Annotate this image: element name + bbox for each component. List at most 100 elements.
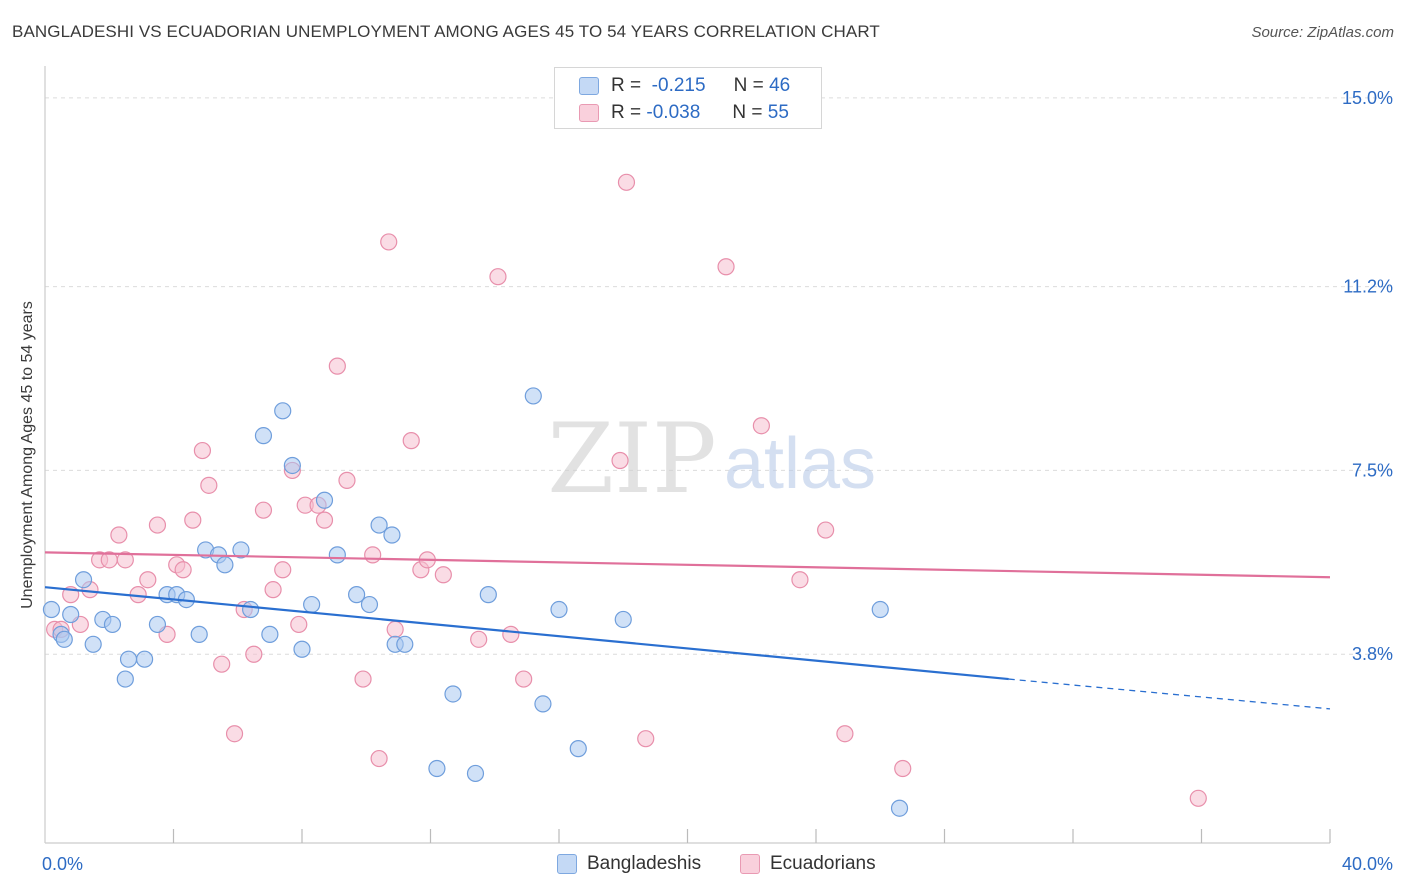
bangladeshis-trend-line [44,586,1009,681]
bangladeshi-point [62,605,80,624]
bangladeshi-point [524,387,542,405]
ecuadorian-point [434,566,452,584]
r-label: R = [611,75,642,96]
bangladeshi-point [232,541,250,559]
n-value: 46 [769,75,791,96]
ecuadorian-point [611,451,629,470]
ecuadorian-point [380,233,398,251]
bangladeshi-point [871,600,889,619]
bangladeshi-point [383,526,401,544]
grid-lines [45,97,1392,655]
ecuadorian-point [817,521,835,539]
r-value: -0.038 [646,102,701,123]
n-label: N = [733,75,764,96]
y-tick-label: 11.2% [1343,277,1393,297]
ecuadorian-point [200,476,218,494]
ecuadorian-point [617,173,636,191]
ecuadorian-point [148,516,167,534]
bangladeshi-point [74,571,93,589]
source-label: Source: ZipAtlas.com [1251,24,1394,41]
y-tick-labels: 3.8% 7.5% 11.2% 15.0% [1342,88,1393,664]
y-tick-label: 7.5% [1352,460,1393,480]
ecuadorian-point [254,501,273,519]
ecuadorian-point [110,526,128,544]
pink-swatch [740,854,760,874]
bangladeshi-point [303,595,321,614]
bangladeshi-point [148,615,167,634]
correlation-legend: R = -0.215 N = 46 R = -0.038 N = 55 [554,67,822,129]
ecuadorian-point [364,546,382,564]
blue-swatch [579,77,599,95]
watermark-zip: ZIP [547,403,716,515]
trend-lines [44,551,1331,710]
bangladeshi-point [890,799,909,817]
y-tick-label: 15.0% [1342,88,1393,108]
r-value: -0.215 [651,75,706,96]
chart-title: BANGLADESHI VS ECUADORIAN UNEMPLOYMENT A… [12,22,880,41]
bangladeshi-point [190,625,208,643]
bangladeshi-point [283,456,301,475]
ecuadorian-point [315,511,334,529]
ecuadorian-point [338,471,356,489]
bangladeshi-point [328,546,346,564]
ecuadorian-point [264,581,282,599]
bangladeshi-point [315,491,334,509]
legend-label: Ecuadorians [770,853,876,874]
bangladeshi-point [254,427,273,445]
legend-item-ecuadorians: Ecuadorians [740,851,876,877]
bangladeshi-point [119,650,138,668]
ecuadorian-point [225,725,244,743]
bangladeshi-point [479,586,497,604]
bangladeshi-point [534,695,552,713]
bangladeshis-trend-extension [1008,678,1331,710]
x-tick-label: 40.0% [1342,854,1393,874]
ecuadorian-point [515,670,533,688]
legend-label: Bangladeshis [587,853,702,874]
bangladeshi-point [216,556,234,574]
ecuadorian-point [502,625,520,643]
bangladeshi-point [103,615,122,634]
ecuadorian-point [116,551,134,569]
bangladeshi-point [569,740,587,758]
watermark: ZIP atlas [547,403,876,515]
ecuadorian-point [717,258,735,276]
ecuadorian-point [354,670,372,688]
ecuadorian-point [174,561,192,579]
ecuadorians-trend-line [44,551,1331,579]
y-tick-label: 3.8% [1352,644,1393,664]
bangladeshi-point [293,640,311,658]
bangladeshi-point [274,402,292,420]
bangladeshi-point [135,650,154,668]
legend-row-bangladeshis: R = -0.215 N = 46 [579,74,790,98]
bangladeshi-point [84,635,102,653]
bangladeshi-point [348,586,366,604]
n-label: N = [732,102,763,123]
bangladeshi-point [396,635,414,653]
blue-swatch [557,854,577,874]
legend-item-bangladeshis: Bangladeshis [557,851,701,877]
ecuadorian-point [637,730,655,748]
x-tick-labels: 0.0% 40.0% [42,854,1393,874]
x-tick-label: 0.0% [42,854,83,874]
bangladeshi-point [261,625,279,643]
ecuadorian-point [836,725,854,743]
ecuadorian-point [386,620,404,638]
n-value: 55 [767,102,789,123]
ecuadorian-point [791,571,809,589]
bangladeshi-point [466,764,485,783]
ecuadorian-point [752,417,770,435]
axes [44,66,1331,844]
bangladeshi-point [550,600,568,619]
ecuadorian-point [470,630,488,648]
bangladeshi-point [370,516,388,534]
ecuadorian-point [370,749,388,768]
bangladeshi-point [55,630,73,648]
ecuadorian-point [290,615,308,634]
bangladeshi-point [444,685,462,703]
ecuadorian-point [328,357,346,375]
bangladeshi-point [116,670,134,688]
legend-row-ecuadorians: R = -0.038 N = 55 [579,101,789,125]
r-label: R = [611,102,642,123]
pink-swatch [579,104,599,122]
